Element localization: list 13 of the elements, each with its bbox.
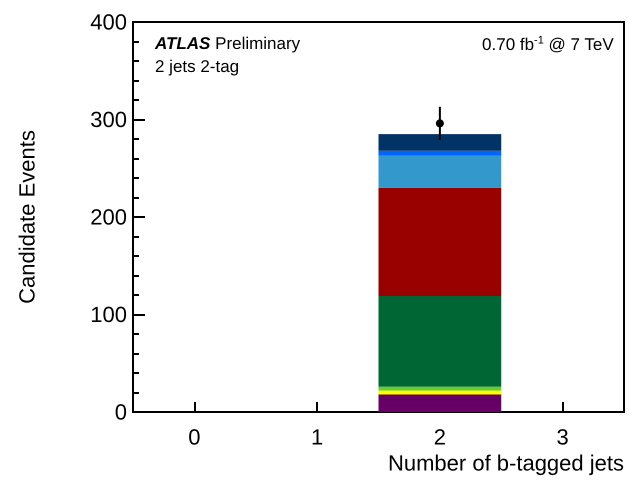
x-axis-title: Number of b-tagged jets [388, 450, 624, 476]
annotation: ATLAS Preliminary [154, 34, 301, 53]
y-tick-label: 400 [90, 10, 127, 34]
x-tick-label: 0 [188, 424, 200, 450]
y-tick-label: 300 [90, 107, 127, 132]
x-tick-label: 1 [311, 424, 324, 450]
x-tick-label: 2 [434, 424, 446, 450]
y-tick-label: 100 [90, 302, 127, 327]
y-axis-title: Candidate Events [14, 130, 40, 304]
annotation: 2 jets 2-tag [155, 57, 240, 76]
y-tick-label: 0 [114, 400, 127, 424]
x-tick-label: 3 [556, 424, 569, 450]
y-tick-label: 200 [90, 204, 127, 230]
